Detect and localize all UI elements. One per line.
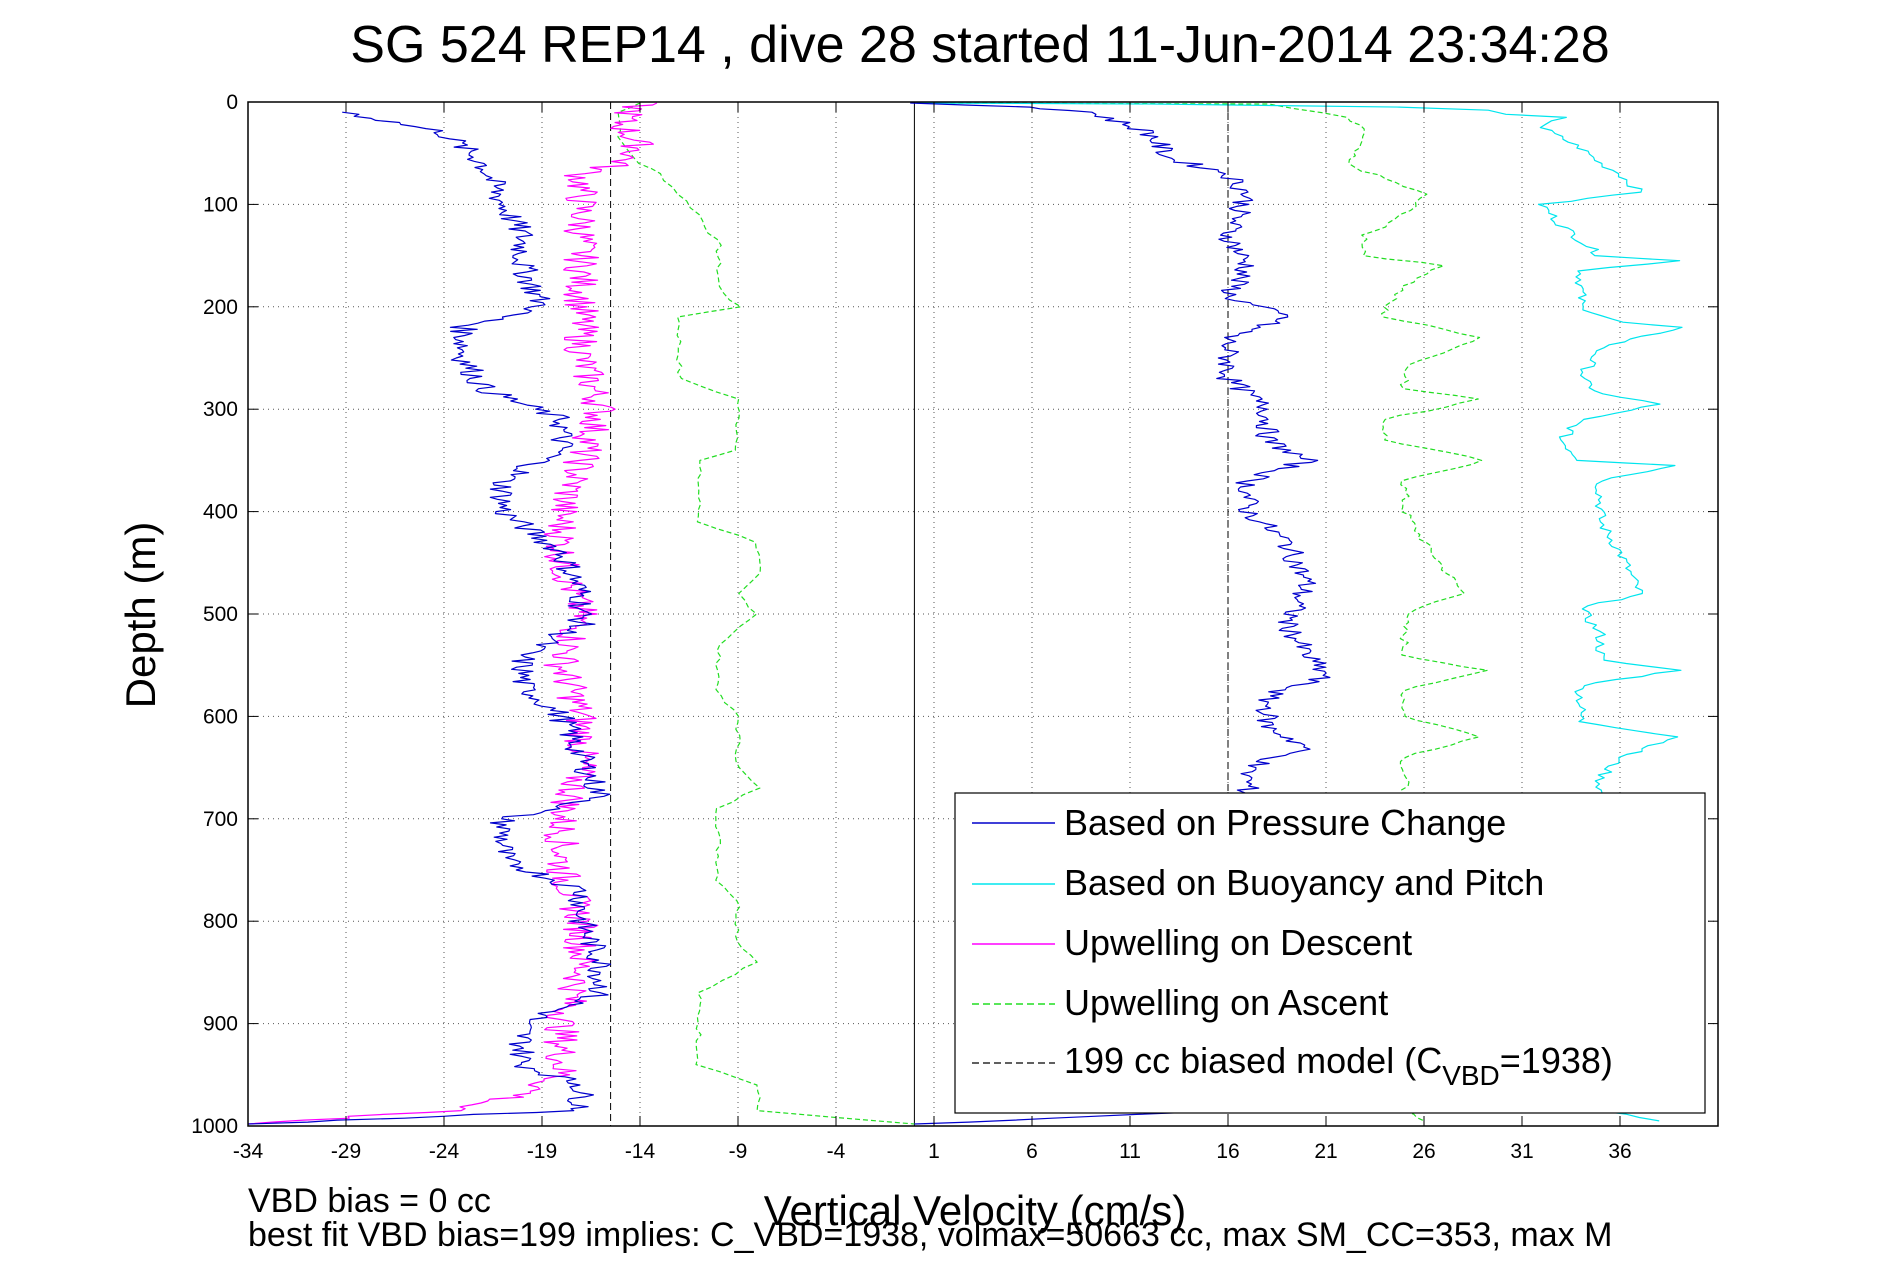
x-tick-label: -4 — [827, 1140, 846, 1163]
x-tick-label: 26 — [1412, 1140, 1435, 1163]
y-tick-label: 300 — [203, 398, 238, 421]
series-pressure-descent — [247, 111, 612, 1125]
y-tick-label: 100 — [203, 193, 238, 216]
x-tick-label: -24 — [429, 1140, 460, 1163]
chart-title: SG 524 REP14 , dive 28 started 11-Jun-20… — [350, 16, 1609, 74]
legend-label-pressure: Based on Pressure Change — [1064, 802, 1506, 843]
legend-box — [954, 792, 1706, 1114]
legend-label-descent: Upwelling on Descent — [1064, 922, 1412, 963]
series-upwelling-ascent-left — [617, 102, 915, 1125]
x-axis-label: Vertical Velocity (cm/s) — [764, 1187, 1186, 1234]
x-tick-label: -9 — [729, 1140, 748, 1163]
x-tick-label: -34 — [233, 1140, 264, 1163]
y-tick-label: 600 — [203, 705, 238, 728]
x-tick-label: -14 — [625, 1140, 656, 1163]
note-vbd-bias: VBD bias = 0 cc — [248, 1182, 491, 1220]
x-tick-label: 16 — [1216, 1140, 1239, 1163]
x-tick-label: 11 — [1119, 1140, 1141, 1163]
y-tick-label: 400 — [203, 501, 238, 524]
y-tick-label: 200 — [203, 296, 238, 319]
x-tick-label: 21 — [1314, 1140, 1337, 1163]
x-tick-label: 31 — [1510, 1140, 1533, 1163]
legend-label-buoyancy: Based on Buoyancy and Pitch — [1064, 862, 1544, 903]
x-tick-label: 1 — [928, 1140, 940, 1163]
x-tick-label: 36 — [1608, 1140, 1631, 1163]
y-axis-ticks: 0 100 200 300 400 500 600 700 800 900 1000 — [191, 91, 1718, 1138]
x-tick-label: -29 — [331, 1140, 361, 1163]
y-tick-label: 500 — [203, 603, 238, 626]
y-tick-label: 0 — [226, 91, 238, 114]
x-axis-ticks: -34 -29 -24 -19 -14 -9 -4 1 6 11 16 21 26 31 36 — [233, 102, 1632, 1163]
y-axis-label: Depth (m) — [117, 522, 164, 709]
legend: Based on Pressure Change Based on Buoyan… — [954, 792, 1706, 1114]
y-tick-label: 800 — [203, 910, 238, 933]
y-tick-label: 1000 — [191, 1115, 238, 1138]
legend-label-ascent: Upwelling on Ascent — [1064, 982, 1388, 1023]
legend-label-model: 199 cc biased model (CVBD=1938) — [1064, 1040, 1613, 1091]
y-tick-label: 700 — [203, 808, 238, 831]
x-tick-label: 6 — [1026, 1140, 1038, 1163]
y-tick-label: 900 — [203, 1013, 238, 1036]
series-upwelling-descent — [247, 102, 658, 1125]
x-tick-label: -19 — [527, 1140, 557, 1163]
note-best-fit: best fit VBD bias=199 implies: C_VBD=193… — [248, 1216, 1612, 1254]
